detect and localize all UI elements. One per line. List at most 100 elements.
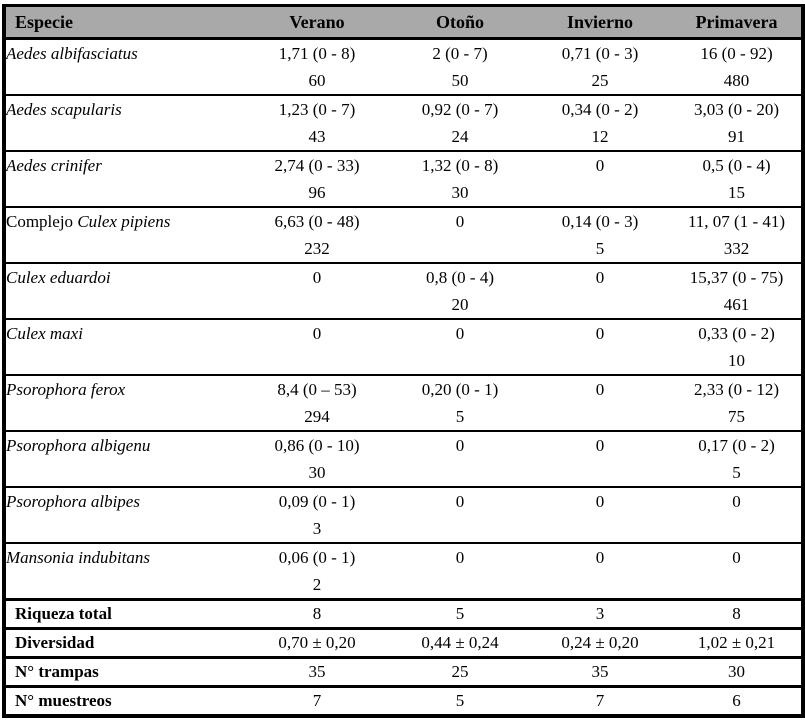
species-row: Culex eduardoi 0 0,8 (0 - 4) 20 0 15,37 (0 - … — [4, 263, 803, 320]
species-name: Culex pipiens — [77, 212, 171, 231]
summary-row: Diversidad 0,70 ± 0,20 0,44 ± 0,24 0,24 ± 0… — [4, 628, 803, 659]
species-row: Aedes crinifer 2,74 (0 - 33) 96 1,32 (0 - 8… — [4, 151, 803, 208]
mean-range-value: 0,71 (0 - 3) — [561, 43, 639, 63]
species-row: Complejo Culex pipiens 6,63 (0 - 48) 232 0 0… — [4, 207, 803, 264]
species-name-cell: Complejo Culex pipiens — [4, 207, 242, 264]
summary-value: 25 — [392, 657, 528, 688]
mean-range-value: 0,34 (0 - 2) — [561, 99, 639, 119]
species-name-line: Psorophora ferox — [6, 376, 242, 404]
summary-value: 6 — [732, 691, 741, 710]
species-name-line: Complejo Culex pipiens — [6, 208, 242, 236]
mean-range-value: 0 — [595, 323, 605, 343]
table-header: Especie Verano Otoño Invierno Primavera — [4, 5, 803, 40]
total-count-value — [528, 403, 672, 430]
mean-range-value: 2 (0 - 7) — [432, 43, 488, 63]
column-header-otono: Otoño — [392, 5, 528, 40]
species-name-line: Psorophora albipes — [6, 488, 242, 516]
mean-range-value: 16 (0 - 92) — [700, 43, 773, 63]
summary-label: N° muestreos — [15, 691, 112, 710]
species-name-cell: Aedes scapularis — [4, 95, 242, 152]
total-count-value: 24 — [451, 126, 469, 146]
summary-value: 8 — [672, 598, 803, 630]
summary-row: N° trampas 35 25 35 30 — [4, 657, 803, 688]
total-count-value — [392, 459, 528, 486]
season-value-cell: 0,71 (0 - 3) 25 — [528, 38, 672, 96]
summary-value: 30 — [672, 657, 803, 688]
total-count-value: 30 — [451, 182, 469, 202]
species-row: Psorophora albipes 0,09 (0 - 1) 3 0 0 0 — [4, 487, 803, 544]
total-count-value — [672, 515, 801, 542]
species-name: Culex eduardoi — [6, 268, 111, 287]
mean-range-value: 0,09 (0 - 1) — [278, 491, 356, 511]
season-value-cell: 0 — [528, 263, 672, 320]
summary-value: 0,70 ± 0,20 — [242, 628, 392, 659]
season-value-cell: 6,63 (0 - 48) 232 — [242, 207, 392, 264]
season-value-cell: 0,17 (0 - 2) 5 — [672, 431, 803, 488]
season-value-cell: 1,71 (0 - 8) 60 — [242, 38, 392, 96]
total-count-value: 332 — [723, 238, 750, 258]
season-value-cell: 0 — [528, 431, 672, 488]
season-value-cell: 0,92 (0 - 7) 24 — [392, 95, 528, 152]
species-rows-section: Aedes albifasciatus 1,71 (0 - 8) 60 2 (0 - … — [4, 38, 803, 601]
season-value-cell: 2 (0 - 7) 50 — [392, 38, 528, 96]
season-value-cell: 0 — [392, 431, 528, 488]
mean-range-value: 0,33 (0 - 2) — [698, 323, 775, 343]
total-count-value: 5 — [732, 462, 741, 482]
species-name-cell: Aedes albifasciatus — [4, 38, 242, 96]
total-count-value: 60 — [308, 70, 326, 90]
mean-range-value: 0 — [455, 211, 465, 231]
mean-range-value: 0 — [455, 547, 465, 567]
season-value-cell: 1,32 (0 - 8) 30 — [392, 151, 528, 208]
season-value-cell: 0 — [528, 487, 672, 544]
season-value-cell: 0 — [528, 151, 672, 208]
species-row: Culex maxi 0 0 0 0,33 (0 - 2) 10 — [4, 319, 803, 376]
species-name-line: Aedes crinifer — [6, 152, 242, 180]
total-count-value — [528, 291, 672, 318]
mean-range-value: 0 — [595, 435, 605, 455]
summary-rows-section: Riqueza total 8 5 3 8 Diversidad 0,70 ± 0,20 0,… — [4, 598, 803, 717]
summary-label: Riqueza total — [4, 598, 242, 630]
summary-value: 1,02 ± 0,21 — [672, 628, 803, 659]
species-name: Psorophora albigenu — [6, 436, 151, 455]
season-value-cell: 0 — [528, 319, 672, 376]
total-count-value — [392, 515, 528, 542]
mean-range-value: 0,5 (0 - 4) — [702, 155, 771, 175]
summary-value: 5 — [392, 598, 528, 630]
season-value-cell: 0,33 (0 - 2) 10 — [672, 319, 803, 376]
species-name-cell: Culex eduardoi — [4, 263, 242, 320]
mean-range-value: 0,06 (0 - 1) — [278, 547, 356, 567]
mean-range-value: 0 — [595, 547, 605, 567]
total-count-value — [392, 235, 528, 262]
summary-value: 5 — [455, 691, 465, 710]
season-value-cell: 11, 07 (1 - 41) 332 — [672, 207, 803, 264]
species-name: Culex maxi — [6, 324, 83, 343]
species-name-prefix: Complejo — [6, 212, 74, 231]
mean-range-value: 0 — [732, 491, 741, 511]
column-header-especie: Especie — [4, 5, 242, 40]
total-count-value — [528, 179, 672, 206]
column-header-verano: Verano — [242, 5, 392, 40]
total-count-value: 3 — [312, 518, 322, 538]
mean-range-value: 0,14 (0 - 3) — [561, 211, 639, 231]
season-value-cell: 0 — [392, 319, 528, 376]
season-value-cell: 0 — [528, 375, 672, 432]
total-count-value: 25 — [591, 70, 609, 90]
summary-label: Diversidad — [4, 628, 242, 659]
total-count-value: 461 — [723, 294, 750, 314]
species-row: Psorophora ferox 8,4 (0 – 53) 294 0,20 (0 -… — [4, 375, 803, 432]
total-count-value: 232 — [304, 238, 330, 258]
season-value-cell: 3,03 (0 - 20) 91 — [672, 95, 803, 152]
summary-value: 7 — [595, 691, 605, 710]
total-count-value — [242, 291, 392, 318]
total-count-value: 480 — [723, 70, 750, 90]
species-row: Psorophora albigenu 0,86 (0 - 10) 30 0 0 0,17… — [4, 431, 803, 488]
total-count-value: 43 — [308, 126, 326, 146]
total-count-value: 15 — [728, 182, 745, 202]
species-name: Aedes crinifer — [6, 156, 102, 175]
summary-value: 0,44 ± 0,24 — [392, 628, 528, 659]
mean-range-value: 0 — [312, 267, 322, 287]
season-value-cell: 8,4 (0 – 53) 294 — [242, 375, 392, 432]
mean-range-value: 0 — [595, 155, 605, 175]
total-count-value: 75 — [728, 406, 745, 426]
